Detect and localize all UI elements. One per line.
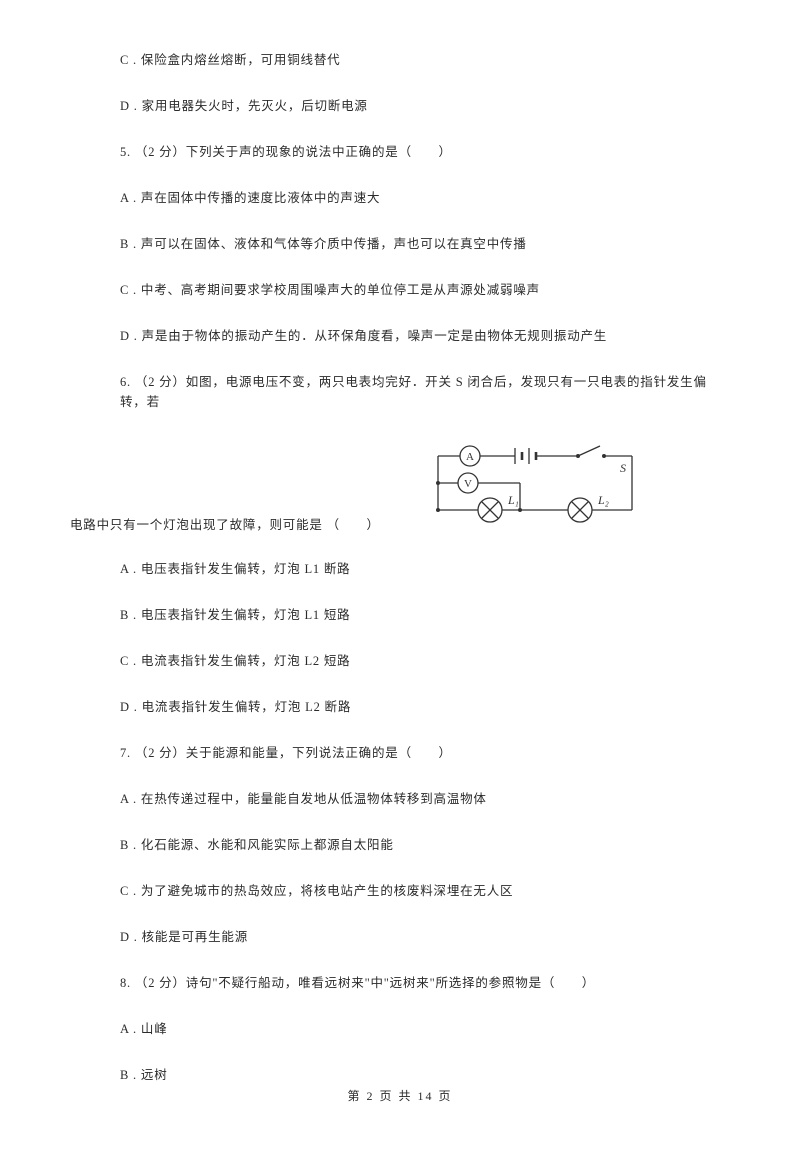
q8-option-a: A . 山峰 xyxy=(70,1019,730,1039)
option-d: D . 家用电器失火时，先灭火，后切断电源 xyxy=(70,96,730,116)
q6-option-d: D . 电流表指针发生偏转，灯泡 L2 断路 xyxy=(70,697,730,717)
q7-option-d: D . 核能是可再生能源 xyxy=(70,927,730,947)
page-content: C . 保险盒内熔丝熔断，可用铜线替代 D . 家用电器失火时，先灭火，后切断电… xyxy=(0,0,800,1151)
question-7: 7. （2 分）关于能源和能量，下列说法正确的是（ ） xyxy=(70,743,730,763)
q7-option-b: B . 化石能源、水能和风能实际上都源自太阳能 xyxy=(70,835,730,855)
question-6: 6. （2 分）如图，电源电压不变，两只电表均完好．开关 S 闭合后，发现只有一… xyxy=(70,372,730,412)
circuit-diagram: A S V L₁ L₂ xyxy=(420,438,650,533)
q6-option-b: B . 电压表指针发生偏转，灯泡 L1 短路 xyxy=(70,605,730,625)
q8-option-b: B . 远树 xyxy=(70,1065,730,1085)
question-5: 5. （2 分）下列关于声的现象的说法中正确的是（ ） xyxy=(70,142,730,162)
svg-text:S: S xyxy=(620,461,626,475)
svg-text:V: V xyxy=(464,478,472,490)
q5-option-a: A . 声在固体中传播的速度比液体中的声速大 xyxy=(70,188,730,208)
q7-option-c: C . 为了避免城市的热岛效应，将核电站产生的核废料深埋在无人区 xyxy=(70,881,730,901)
option-c: C . 保险盒内熔丝熔断，可用铜线替代 xyxy=(70,50,730,70)
q6-option-a: A . 电压表指针发生偏转，灯泡 L1 断路 xyxy=(70,559,730,579)
question-8: 8. （2 分）诗句"不疑行船动，唯看远树来"中"远树来"所选择的参照物是（ ） xyxy=(70,973,730,993)
page-footer: 第 2 页 共 14 页 xyxy=(0,1087,800,1104)
svg-text:A: A xyxy=(466,451,474,463)
q6-figure-row: 电路中只有一个灯泡出现了故障，则可能是 （ ） A S V L₁ L₂ xyxy=(70,438,730,533)
q6-option-c: C . 电流表指针发生偏转，灯泡 L2 短路 xyxy=(70,651,730,671)
q5-option-d: D . 声是由于物体的振动产生的．从环保角度看，噪声一定是由物体无规则振动产生 xyxy=(70,326,730,346)
svg-text:L₂: L₂ xyxy=(597,493,609,507)
q5-option-c: C . 中考、高考期间要求学校周围噪声大的单位停工是从声源处减弱噪声 xyxy=(70,280,730,300)
svg-text:L₁: L₁ xyxy=(507,493,519,507)
q5-option-b: B . 声可以在固体、液体和气体等介质中传播，声也可以在真空中传播 xyxy=(70,234,730,254)
q7-option-a: A . 在热传递过程中，能量能自发地从低温物体转移到高温物体 xyxy=(70,789,730,809)
q6-tail-text: 电路中只有一个灯泡出现了故障，则可能是 （ ） xyxy=(70,514,380,533)
